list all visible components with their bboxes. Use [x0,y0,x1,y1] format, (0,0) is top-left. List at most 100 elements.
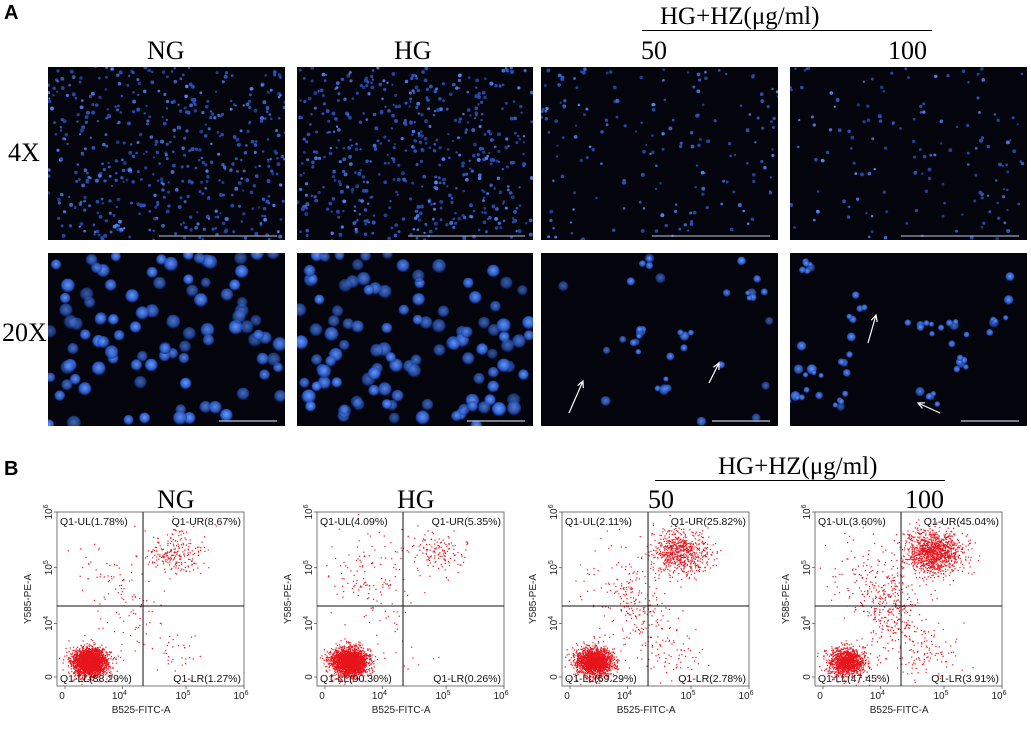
y-tick-label: 104 [548,616,560,631]
nuclei [541,67,778,240]
flow-title-hg: HG [397,485,435,514]
quadrant-label-ur: Q1-UR(8.67%) [172,516,241,528]
nuclei [48,67,285,240]
quadrant-label-ul: Q1-UL(3.60%) [818,516,886,528]
y-tick-label: 105 [303,560,315,575]
x-tick-label: 104 [372,690,387,702]
panel-b-group-bracket [655,480,945,481]
scatter-points [59,516,217,685]
micrograph-20x-hg [297,253,533,426]
y-axis-label: Y585-PE-A [781,574,792,624]
flow-title-ng: NG [157,485,195,514]
y-tick-label: 106 [801,504,813,519]
y-axis-label: Y585-PE-A [23,574,34,624]
x-tick-label: 104 [112,690,127,702]
x-tick-label: 104 [870,690,885,702]
y-tick-label: 106 [43,504,55,519]
scatter-points [564,514,722,685]
quadrant-label-lr: Q1-LR(2.78%) [678,673,746,685]
nuclei [297,253,533,426]
panel-a-col-label-ng: NG [147,36,185,65]
quadrant-label-ur: Q1-UR(5.35%) [432,516,501,528]
x-axis-label: B525-FITC-A [112,705,171,716]
flow-title-100: 100 [905,485,944,514]
flow-plot-100: Q1-UL(3.60%) Q1-UR(45.04%) Q1-LL(47.45%) Q1… [780,500,1025,740]
flow-plot-hg: Q1-UL(4.09%) Q1-UR(5.35%) Q1-LL(90.30%) Q1-… [282,500,527,740]
arrow-mark [867,314,877,344]
micrograph-4x-50 [541,67,778,240]
micrograph-20x-100 [790,253,1027,426]
x-tick-label: 106 [233,690,248,702]
panel-a-col-label-hg: HG [394,36,432,65]
x-tick-label: 105 [934,690,949,702]
micrograph-20x-50 [541,253,778,426]
y-tick-label: 0 [304,674,315,680]
quadrant-label-ur: Q1-UR(25.82%) [671,516,746,528]
y-axis-label: Y585-PE-A [283,574,294,624]
nuclei [297,67,533,240]
panel-a-group-header: HG+HZ(μg/ml) [660,3,820,30]
x-tick-label: 106 [991,690,1006,702]
x-axis-label: B525-FITC-A [870,705,929,716]
x-tick-label: 0 [817,691,823,702]
panel-a-group-bracket [642,30,932,31]
panel-a-col-label-50: 50 [641,36,667,65]
micrograph-4x-100 [790,67,1027,240]
panel-a-letter: A [4,2,19,24]
panel-a-row-label-4x: 4X [8,138,40,167]
quadrant-label-ul: Q1-UL(2.11%) [565,516,632,528]
x-axis-label: B525-FITC-A [372,705,431,716]
x-tick-label: 0 [59,691,65,702]
x-axis-label: B525-FITC-A [617,705,676,716]
y-tick-label: 0 [802,674,813,680]
flow-plot-ng: Q1-UL(1.78%) Q1-UR(8.67%) Q1-LL(88.29%) Q1-… [22,500,267,740]
scatter-points [319,513,469,685]
panel-a-row-label-20x: 20X [2,318,47,347]
arrow-mark [917,402,941,414]
micrograph-4x-hg [297,67,533,240]
arrow-mark [708,362,720,384]
x-tick-label: 104 [617,690,632,702]
flow-title-50: 50 [648,485,674,514]
x-tick-label: 105 [176,690,191,702]
y-tick-label: 104 [43,616,55,631]
y-tick-label: 106 [303,504,315,519]
nuclei [48,253,285,426]
quadrant-label-ur: Q1-UR(45.04%) [924,516,999,528]
scatter-points [817,517,981,686]
panel-a-col-label-100: 100 [888,36,927,65]
y-axis-label: Y585-PE-A [528,574,539,624]
x-tick-label: 105 [681,690,696,702]
quadrant-label-lr: Q1-LR(1.27%) [173,673,241,685]
micrograph-4x-ng [48,67,285,240]
quadrant-label-ll: Q1-LL(90.30%) [320,673,392,685]
quadrant-label-ll: Q1-LL(69.29%) [565,673,637,685]
x-tick-label: 106 [738,690,753,702]
x-tick-label: 106 [493,690,508,702]
y-tick-label: 104 [801,616,813,631]
x-tick-label: 0 [319,691,325,702]
x-tick-label: 0 [564,691,570,702]
panel-b-group-header: HG+HZ(μg/ml) [718,453,878,480]
y-tick-label: 0 [549,674,560,680]
y-tick-label: 104 [303,616,315,631]
quadrant-label-ll: Q1-LL(88.29%) [60,673,132,685]
panel-b-letter: B [4,458,19,480]
nuclei [790,67,1025,240]
nuclei [790,258,1015,412]
y-tick-label: 106 [548,504,560,519]
arrow-mark [568,380,584,414]
quadrant-label-lr: Q1-LR(0.26%) [433,673,501,685]
micrograph-20x-ng [48,253,285,426]
nuclei [558,253,774,426]
quadrant-label-ul: Q1-UL(1.78%) [60,516,128,528]
y-tick-label: 105 [548,560,560,575]
quadrant-label-ul: Q1-UL(4.09%) [320,516,388,528]
x-tick-label: 105 [436,690,451,702]
y-tick-label: 0 [44,674,55,680]
y-tick-label: 105 [43,560,55,575]
y-tick-label: 105 [801,560,813,575]
quadrant-label-ll: Q1-LL(47.45%) [818,673,890,685]
quadrant-label-lr: Q1-LR(3.91%) [931,673,999,685]
